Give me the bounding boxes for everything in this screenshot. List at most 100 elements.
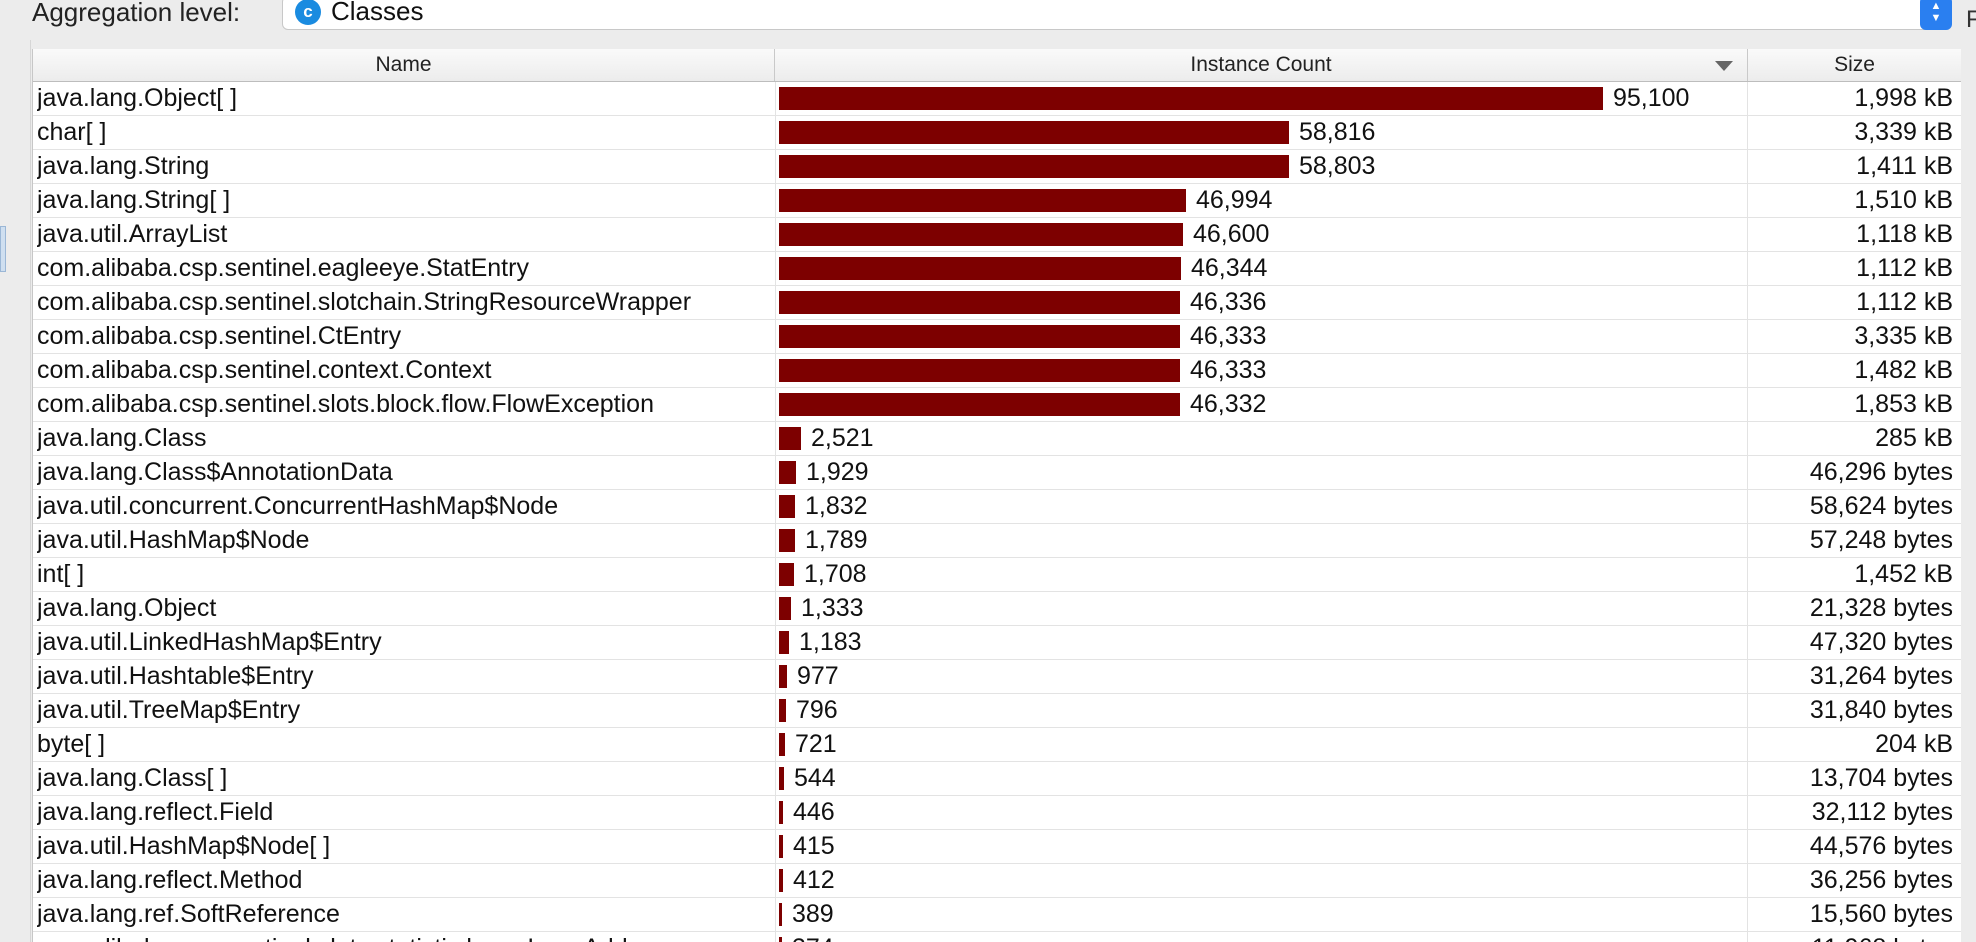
column-header-name[interactable]: Name: [33, 49, 775, 81]
instance-count-bar: [779, 257, 1181, 280]
instance-count-bar: [779, 665, 787, 688]
class-name-cell: com.alibaba.csp.sentinel.slots.block.flo…: [37, 390, 654, 418]
instance-count-cell: 544: [775, 762, 1748, 795]
size-cell: 285 kB: [1875, 424, 1953, 452]
class-name-cell: java.util.LinkedHashMap$Entry: [37, 628, 382, 656]
column-header-instance-count[interactable]: Instance Count: [775, 49, 1748, 81]
table-row[interactable]: java.util.HashMap$Node 1,789 57,248 bytes: [33, 524, 1961, 558]
instance-count-bar: [779, 87, 1603, 110]
class-name-cell: char[ ]: [37, 118, 107, 146]
table-row[interactable]: java.lang.Class 2,521 285 kB: [33, 422, 1961, 456]
table-row[interactable]: com.alibaba.csp.sentinel.CtEntry 46,333 3,…: [33, 320, 1961, 354]
size-cell: 1,112 kB: [1856, 254, 1953, 282]
class-name-cell: com.alibaba.csp.sentinel.CtEntry: [37, 322, 402, 350]
table-row[interactable]: java.lang.Class$AnnotationData 1,929 46,29…: [33, 456, 1961, 490]
instance-count-bar: [779, 495, 795, 518]
table-row[interactable]: com.alibaba.csp.sentinel.eagleeye.StatEn…: [33, 252, 1961, 286]
class-name-cell: java.lang.reflect.Method: [37, 866, 303, 894]
class-name-cell: com.alibaba.csp.sentinel.slotchain.Strin…: [37, 288, 692, 316]
table-row[interactable]: java.lang.ref.SoftReference 389 15,560 byt…: [33, 898, 1961, 932]
size-cell: 31,264 bytes: [1809, 662, 1953, 690]
class-icon: c: [295, 0, 321, 25]
sort-descending-icon: [1715, 61, 1733, 71]
table-row[interactable]: java.util.TreeMap$Entry 796 31,840 bytes: [33, 694, 1961, 728]
instance-count-bar: [779, 563, 794, 586]
size-cell: 1,998 kB: [1854, 84, 1953, 112]
instance-count-bar: [779, 359, 1180, 382]
instance-count-value: 415: [793, 832, 835, 860]
left-side-tab[interactable]: [0, 226, 6, 272]
size-cell: 204 kB: [1875, 730, 1953, 758]
instance-count-value: 796: [796, 696, 838, 724]
edge-clipped-text: F: [1966, 6, 1976, 33]
instance-count-cell: 374: [775, 932, 1748, 942]
column-header-size[interactable]: Size: [1834, 53, 1875, 76]
table-row[interactable]: java.lang.Object 1,333 21,328 bytes: [33, 592, 1961, 626]
instance-count-value: 721: [795, 730, 837, 758]
size-cell: 15,560 bytes: [1809, 900, 1953, 928]
instance-count-value: 374: [792, 932, 834, 942]
instance-count-bar: [779, 121, 1289, 144]
size-cell: 31,840 bytes: [1809, 696, 1953, 724]
class-name-cell: java.lang.Object: [37, 594, 217, 622]
table-row[interactable]: com.alibaba.csp.sentinel.slots.statistic…: [33, 932, 1961, 942]
table-row[interactable]: byte[ ] 721 204 kB: [33, 728, 1961, 762]
table-row[interactable]: com.alibaba.csp.sentinel.slots.block.flo…: [33, 388, 1961, 422]
instance-count-value: 544: [794, 764, 836, 792]
left-side-strip: [0, 40, 31, 942]
aggregation-bar: Aggregation level: c Classes ▲ ▼ F: [0, 0, 1976, 34]
instance-count-cell: 2,521: [775, 422, 1748, 455]
table-row[interactable]: java.lang.reflect.Method 412 36,256 bytes: [33, 864, 1961, 898]
instance-count-bar: [779, 155, 1289, 178]
class-name-cell: java.util.ArrayList: [37, 220, 228, 248]
instance-count-cell: 1,333: [775, 592, 1748, 625]
table-row[interactable]: java.lang.String[ ] 46,994 1,510 kB: [33, 184, 1961, 218]
size-cell: 58,624 bytes: [1809, 492, 1953, 520]
instance-count-value: 1,183: [799, 628, 862, 656]
table-row[interactable]: com.alibaba.csp.sentinel.context.Context…: [33, 354, 1961, 388]
instance-count-value: 46,333: [1190, 356, 1267, 384]
table-row[interactable]: java.lang.reflect.Field 446 32,112 bytes: [33, 796, 1961, 830]
table-row[interactable]: java.util.LinkedHashMap$Entry 1,183 47,320…: [33, 626, 1961, 660]
table-row[interactable]: java.util.concurrent.ConcurrentHashMap$N…: [33, 490, 1961, 524]
instance-count-value: 1,929: [806, 458, 869, 486]
size-cell: 11,968 bytes: [1748, 932, 1953, 942]
class-name-cell: java.lang.Class: [37, 424, 207, 452]
column-header-instance-count-label: Instance Count: [1190, 53, 1332, 76]
table-row[interactable]: java.lang.Object[ ] 95,100 1,998 kB: [33, 82, 1961, 116]
instance-count-bar: [779, 801, 783, 824]
instance-count-cell: 1,789: [775, 524, 1748, 557]
instance-count-bar: [779, 699, 786, 722]
instance-count-value: 1,789: [805, 526, 868, 554]
class-name-cell: java.lang.Class$AnnotationData: [37, 458, 393, 486]
instance-count-value: 446: [793, 798, 835, 826]
table-row[interactable]: java.lang.String 58,803 1,411 kB: [33, 150, 1961, 184]
size-cell: 57,248 bytes: [1809, 526, 1953, 554]
instance-count-value: 46,333: [1190, 322, 1267, 350]
size-cell: 1,411 kB: [1856, 152, 1953, 180]
instance-count-value: 412: [793, 866, 835, 894]
class-name-cell: com.alibaba.csp.sentinel.context.Context: [37, 356, 492, 384]
table-row[interactable]: java.util.HashMap$Node[ ] 415 44,576 bytes: [33, 830, 1961, 864]
instance-count-bar: [779, 291, 1180, 314]
table-row[interactable]: java.lang.Class[ ] 544 13,704 bytes: [33, 762, 1961, 796]
instance-count-cell: 1,183: [775, 626, 1748, 659]
table-row[interactable]: java.util.Hashtable$Entry 977 31,264 bytes: [33, 660, 1961, 694]
class-name-cell: byte[ ]: [37, 730, 106, 758]
select-stepper-icon[interactable]: ▲ ▼: [1920, 0, 1952, 30]
table-row[interactable]: char[ ] 58,816 3,339 kB: [33, 116, 1961, 150]
instance-count-bar: [779, 835, 783, 858]
aggregation-level-select[interactable]: c Classes ▲ ▼: [282, 0, 1952, 30]
class-name-cell: java.lang.Class[ ]: [37, 764, 228, 792]
aggregation-selected-value: Classes: [331, 0, 424, 26]
class-name-cell: java.lang.Object[ ]: [37, 84, 238, 112]
table-row[interactable]: java.util.ArrayList 46,600 1,118 kB: [33, 218, 1961, 252]
instance-count-bar: [779, 733, 785, 756]
table-row[interactable]: int[ ] 1,708 1,452 kB: [33, 558, 1961, 592]
table-row[interactable]: com.alibaba.csp.sentinel.slotchain.Strin…: [33, 286, 1961, 320]
instance-count-bar: [779, 937, 782, 942]
size-cell: 1,112 kB: [1856, 288, 1953, 316]
size-cell: 47,320 bytes: [1809, 628, 1953, 656]
instance-count-bar: [779, 903, 782, 926]
table-body: java.lang.Object[ ] 95,100 1,998 kB char[ ]…: [33, 82, 1961, 942]
